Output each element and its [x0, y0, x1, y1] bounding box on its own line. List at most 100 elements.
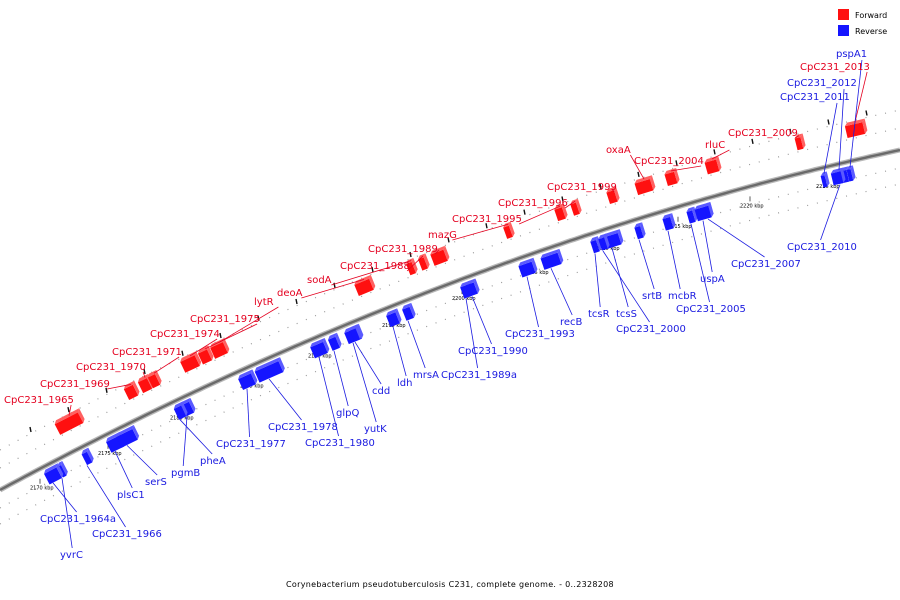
- reverse-leader: [849, 59, 863, 168]
- forward-leader: [564, 200, 576, 209]
- reverse-leader: [86, 465, 126, 528]
- reverse-gene-phea: [173, 401, 188, 420]
- forward-leader: [218, 306, 279, 343]
- reverse-leader: [823, 102, 838, 174]
- dotted-tracks: [0, 109, 900, 525]
- forward-leader: [301, 279, 365, 299]
- forward-gene-label-cpc231-1996: CpC231_1996: [498, 198, 568, 209]
- track-marker: [675, 160, 678, 166]
- reverse-leader: [638, 239, 655, 290]
- track-marker: [295, 298, 298, 305]
- reverse-gene-blocks: [44, 165, 856, 485]
- reverse-leader: [465, 298, 478, 369]
- reverse-gene-cpc231-1964a: [44, 463, 64, 485]
- scale-tick-label: 2215 kbp: [668, 224, 692, 230]
- reverse-leader: [702, 220, 713, 273]
- track-marker: [67, 406, 70, 413]
- forward-gene-cpc231-1999: [606, 186, 620, 205]
- forward-leader: [452, 223, 509, 241]
- forward-gene-cpc231-1975: [197, 345, 214, 365]
- reverse-gene-label-cpc231-2007: CpC231_2007: [731, 259, 801, 270]
- reverse-leader: [407, 320, 426, 369]
- forward-gene-label-cpc231-1989: CpC231_1989: [368, 244, 438, 255]
- reverse-leader: [667, 230, 681, 290]
- reverse-gene-cpc231-1993: [518, 257, 538, 278]
- reverse-gene-srtb: [634, 222, 646, 240]
- track-marker: [181, 350, 184, 356]
- scale-tick-label: 2225 kbp: [816, 184, 840, 190]
- reverse-leader: [352, 342, 377, 423]
- scale-tick-label: 2220 kbp: [740, 203, 764, 209]
- legend-reverse-swatch: [838, 25, 849, 36]
- reverse-gene-cpc231-2011: [820, 171, 830, 188]
- reverse-gene-cpc231-1966: [81, 447, 94, 466]
- genome-backbone: [0, 147, 900, 493]
- forward-gene-label-cpc231-1971: CpC231_1971: [112, 347, 182, 358]
- reverse-gene-label-cpc231-1978: CpC231_1978: [268, 422, 338, 433]
- reverse-outer-track: [0, 183, 900, 525]
- track-marker: [143, 368, 146, 375]
- forward-gene-cpc231-1969: [123, 380, 140, 400]
- gene-labels: CpC231_1965 CpC231_1969 CpC231_1970 CpC231_…: [4, 49, 870, 561]
- scale-tick-label: 2200 kbp: [452, 296, 476, 302]
- reverse-gene-label-mcbr: mcbR: [668, 291, 697, 302]
- track-marker: [29, 426, 32, 433]
- reverse-gene-label-cpc231-1966: CpC231_1966: [92, 529, 162, 540]
- label-leaders: [52, 59, 868, 549]
- reverse-gene-cpc231-2007: [704, 202, 714, 219]
- reverse-leader: [179, 419, 213, 455]
- reverse-gene-label-cpc231-1980: CpC231_1980: [305, 438, 375, 449]
- forward-leader: [204, 323, 258, 350]
- reverse-dotted-track: [0, 167, 900, 509]
- scale-tick-label: 2185 kbp: [240, 383, 264, 389]
- track-marker: [599, 183, 602, 190]
- reverse-leader: [820, 184, 841, 241]
- forward-leader: [434, 249, 440, 255]
- reverse-gene-label-pspa1: pspA1: [836, 49, 867, 60]
- track-marker: [713, 149, 716, 155]
- forward-dotted-track: [0, 109, 900, 451]
- forward-gene-label-cpc231-1988: CpC231_1988: [340, 261, 410, 272]
- forward-gene-cpc231-2004: [664, 167, 680, 187]
- reverse-gene-label-plsc1: plsC1: [117, 490, 145, 501]
- reverse-leader: [471, 296, 492, 345]
- forward-gene-label-cpc231-1970: CpC231_1970: [76, 362, 146, 373]
- reverse-gene-cpc231-2005: [686, 206, 698, 224]
- forward-leader: [611, 188, 615, 193]
- forward-gene-cpc231-1988: [418, 253, 430, 271]
- track-marker: [789, 128, 792, 135]
- reverse-gene-label-cpc231-1977: CpC231_1977: [216, 439, 286, 450]
- forward-gene-label-cpc231-1974: CpC231_1974: [150, 329, 220, 340]
- forward-leader: [189, 338, 218, 357]
- track-marker: [827, 119, 830, 125]
- forward-gene-label-soda: sodA: [307, 275, 332, 286]
- forward-leader: [854, 71, 868, 123]
- legend-reverse-label: Reverse: [855, 27, 887, 36]
- forward-gene-cpc231-1996: [570, 198, 582, 216]
- reverse-leader: [707, 218, 765, 258]
- forward-leader: [630, 154, 645, 180]
- forward-gene-cpc231-1989: [430, 245, 450, 266]
- track-marker: [333, 282, 336, 288]
- forward-gene-label-cpc231-2009: CpC231_2009: [728, 128, 798, 139]
- forward-leader: [711, 149, 730, 160]
- forward-gene-label-cpc231-2013: CpC231_2013: [800, 62, 870, 73]
- reverse-gene-label-yvrc: yvrC: [60, 550, 83, 561]
- forward-gene-label-deoa: deoA: [277, 288, 303, 299]
- forward-gene-label-cpc231-2004: CpC231_2004: [634, 156, 704, 167]
- reverse-leader: [114, 451, 133, 489]
- reverse-gene-label-cpc231-2011: CpC231_2011: [780, 92, 850, 103]
- legend-forward-label: Forward: [855, 11, 887, 20]
- reverse-gene-tcsr: [590, 236, 602, 254]
- forward-leader: [794, 135, 800, 139]
- track-marker: [447, 237, 450, 243]
- reverse-leader: [354, 341, 382, 385]
- reverse-leader: [838, 88, 845, 170]
- reverse-gene-label-cpc231-2000: CpC231_2000: [616, 324, 686, 335]
- scale-tick-label: 2205 kbp: [525, 270, 549, 276]
- forward-inner-track: [0, 127, 900, 469]
- reverse-gene-label-cpc231-1964a: CpC231_1964a: [40, 514, 116, 525]
- forward-gene-deoa: [354, 274, 376, 296]
- reverse-gene-label-cpc231-1989a: CpC231_1989a: [441, 370, 517, 381]
